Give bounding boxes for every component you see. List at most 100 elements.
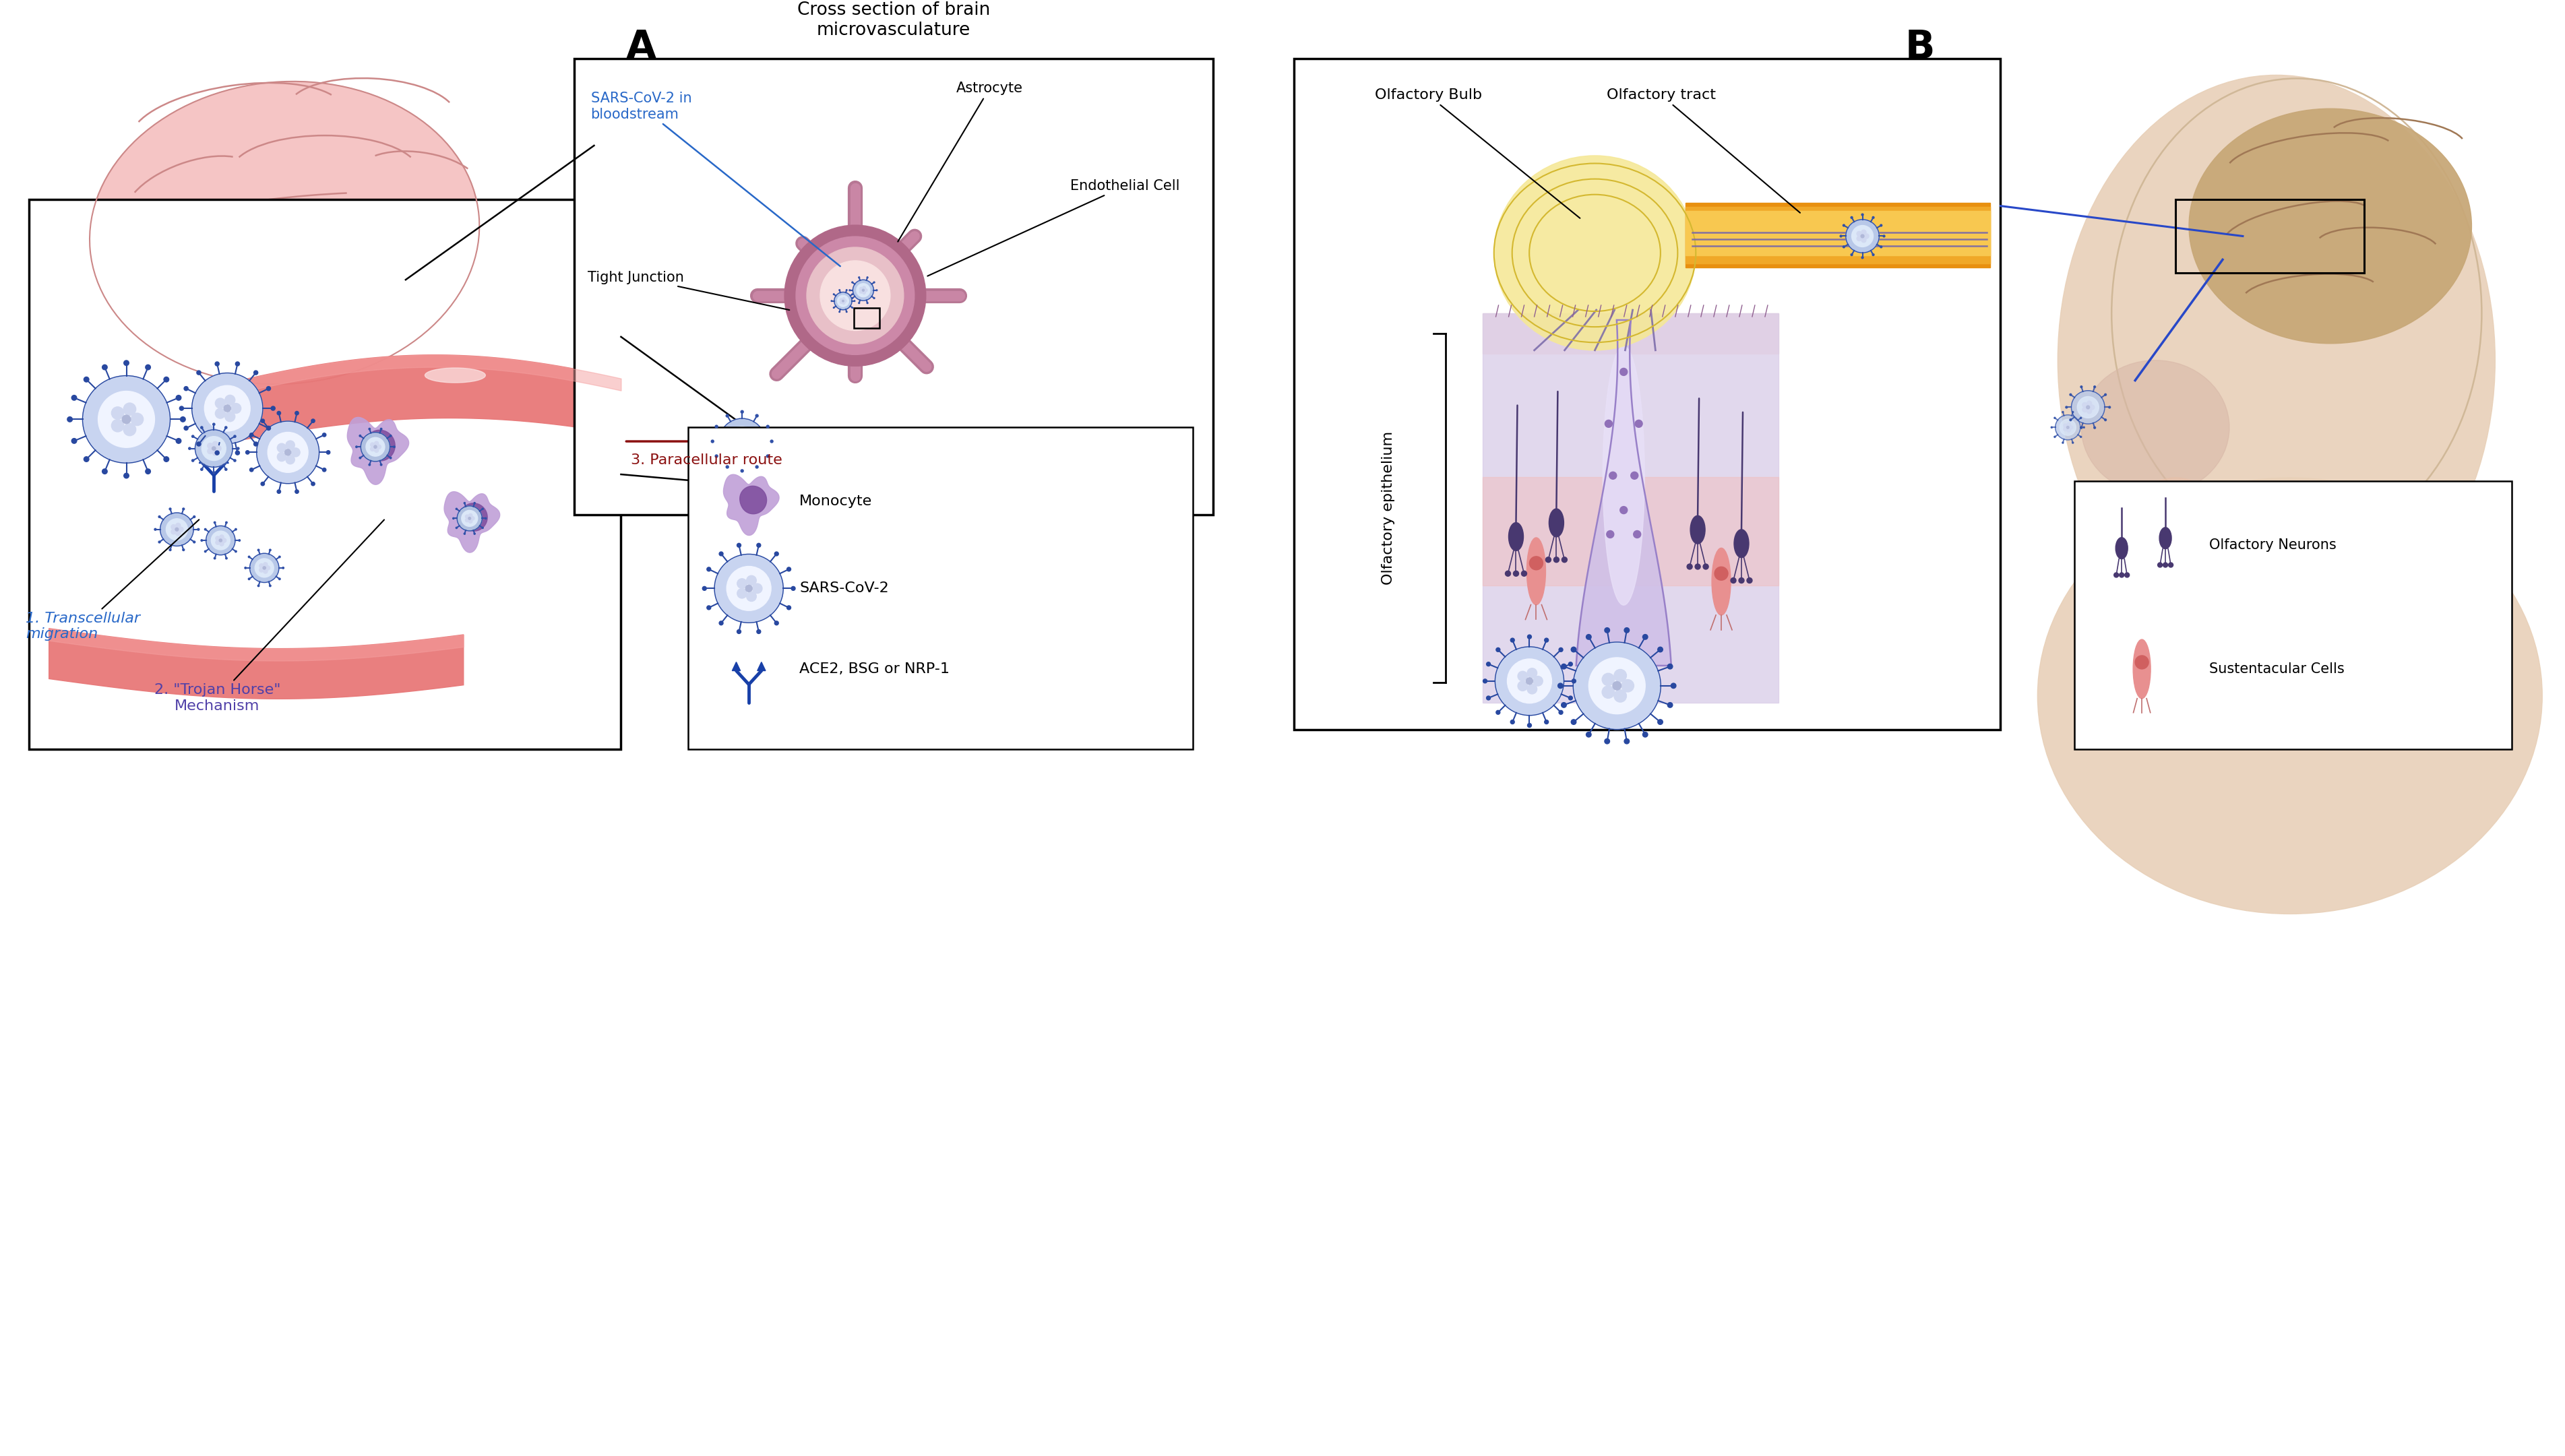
Circle shape (267, 432, 308, 473)
Circle shape (272, 406, 274, 411)
Circle shape (757, 415, 759, 416)
Ellipse shape (1734, 530, 1749, 558)
Circle shape (1865, 234, 1870, 239)
Circle shape (218, 539, 223, 542)
Circle shape (72, 395, 77, 400)
Circle shape (374, 441, 380, 446)
Circle shape (236, 451, 239, 454)
Circle shape (1585, 635, 1590, 639)
Circle shape (1860, 234, 1865, 237)
Circle shape (2067, 428, 2070, 432)
Circle shape (67, 416, 72, 422)
Circle shape (1554, 558, 1560, 562)
Text: B: B (1906, 28, 1934, 67)
Circle shape (1511, 719, 1513, 724)
Circle shape (205, 526, 236, 555)
Circle shape (159, 513, 192, 546)
Circle shape (1670, 683, 1675, 689)
Circle shape (1572, 646, 1577, 652)
Circle shape (2067, 422, 2070, 427)
Circle shape (2073, 390, 2106, 424)
Circle shape (177, 523, 180, 529)
Circle shape (736, 629, 741, 633)
Circle shape (174, 527, 180, 531)
Circle shape (708, 606, 711, 610)
Circle shape (123, 415, 131, 424)
Circle shape (205, 386, 251, 431)
Circle shape (1624, 628, 1629, 633)
Text: Olfactory epithelium: Olfactory epithelium (1383, 431, 1395, 585)
Circle shape (785, 226, 926, 365)
Text: ACE2, BSG or NRP-1: ACE2, BSG or NRP-1 (800, 662, 949, 676)
Circle shape (1544, 719, 1549, 724)
Polygon shape (200, 456, 205, 463)
Circle shape (1572, 642, 1660, 729)
Circle shape (1588, 658, 1644, 713)
Circle shape (164, 377, 169, 381)
Text: Olfactory Bulb: Olfactory Bulb (1375, 89, 1580, 218)
Circle shape (159, 511, 195, 549)
Circle shape (736, 588, 746, 598)
Circle shape (2114, 572, 2119, 578)
Circle shape (374, 446, 377, 448)
Ellipse shape (1526, 537, 1547, 604)
Circle shape (267, 427, 269, 430)
Circle shape (790, 587, 795, 591)
Polygon shape (49, 629, 464, 699)
Circle shape (1521, 571, 1526, 577)
Ellipse shape (90, 82, 480, 384)
Circle shape (1534, 676, 1542, 686)
Circle shape (1572, 678, 1575, 683)
Circle shape (1562, 664, 1567, 668)
Circle shape (718, 552, 723, 556)
Circle shape (195, 430, 233, 467)
Circle shape (198, 371, 200, 374)
Circle shape (741, 469, 744, 472)
Circle shape (716, 454, 718, 457)
Circle shape (254, 559, 274, 578)
Circle shape (215, 361, 218, 365)
Circle shape (1526, 677, 1534, 684)
Circle shape (180, 406, 185, 411)
Ellipse shape (2188, 109, 2473, 344)
Circle shape (1667, 664, 1672, 668)
Circle shape (703, 587, 705, 591)
Circle shape (464, 518, 469, 521)
Bar (1293, 58, 2001, 729)
Circle shape (146, 469, 151, 475)
Circle shape (267, 386, 269, 390)
Text: Tight Junction: Tight Junction (587, 271, 790, 310)
Text: Astrocyte: Astrocyte (898, 82, 1023, 242)
Circle shape (767, 425, 770, 428)
Circle shape (97, 392, 154, 447)
Circle shape (1624, 738, 1629, 744)
Circle shape (1529, 556, 1544, 569)
Circle shape (2083, 402, 2088, 408)
Ellipse shape (1603, 347, 1644, 606)
Circle shape (1747, 578, 1752, 584)
Circle shape (787, 606, 790, 610)
Circle shape (716, 555, 782, 623)
Circle shape (741, 411, 744, 414)
Circle shape (767, 454, 770, 457)
Circle shape (215, 399, 226, 408)
Text: Cross section of brain
microvasculature: Cross section of brain microvasculature (798, 1, 990, 39)
Circle shape (213, 441, 218, 447)
Circle shape (1852, 226, 1872, 248)
Circle shape (718, 418, 764, 464)
Circle shape (262, 482, 264, 486)
Circle shape (167, 518, 187, 540)
Circle shape (770, 440, 772, 443)
Circle shape (123, 424, 136, 435)
Circle shape (1857, 236, 1862, 240)
Circle shape (711, 440, 713, 443)
Circle shape (1613, 670, 1626, 681)
Circle shape (277, 411, 280, 415)
Polygon shape (1575, 320, 1672, 665)
Circle shape (277, 444, 287, 453)
Circle shape (726, 415, 728, 416)
Circle shape (1511, 638, 1513, 642)
Circle shape (277, 489, 280, 494)
Circle shape (1703, 563, 1708, 569)
Circle shape (231, 403, 241, 414)
